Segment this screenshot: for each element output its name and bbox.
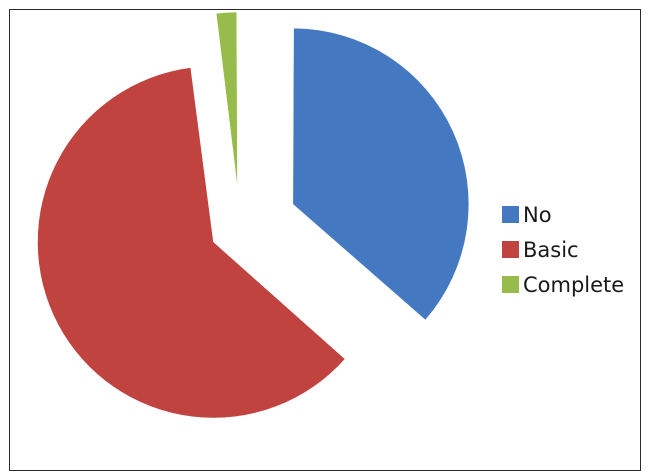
legend-swatch-complete bbox=[502, 276, 519, 293]
pie-slice-no bbox=[292, 27, 470, 321]
legend-swatch-no bbox=[502, 206, 519, 223]
pie-slices bbox=[37, 11, 470, 419]
legend-label-no: No bbox=[523, 203, 552, 227]
legend-swatch-basic bbox=[502, 241, 519, 258]
legend-label-complete: Complete bbox=[523, 273, 624, 297]
pie-slice-basic bbox=[37, 67, 346, 419]
legend: No Basic Complete bbox=[502, 203, 624, 297]
legend-label-basic: Basic bbox=[523, 238, 579, 262]
pie-slice-complete bbox=[215, 11, 238, 189]
pie-chart: No Basic Complete bbox=[37, 11, 624, 419]
chart-frame: No Basic Complete bbox=[9, 9, 641, 471]
